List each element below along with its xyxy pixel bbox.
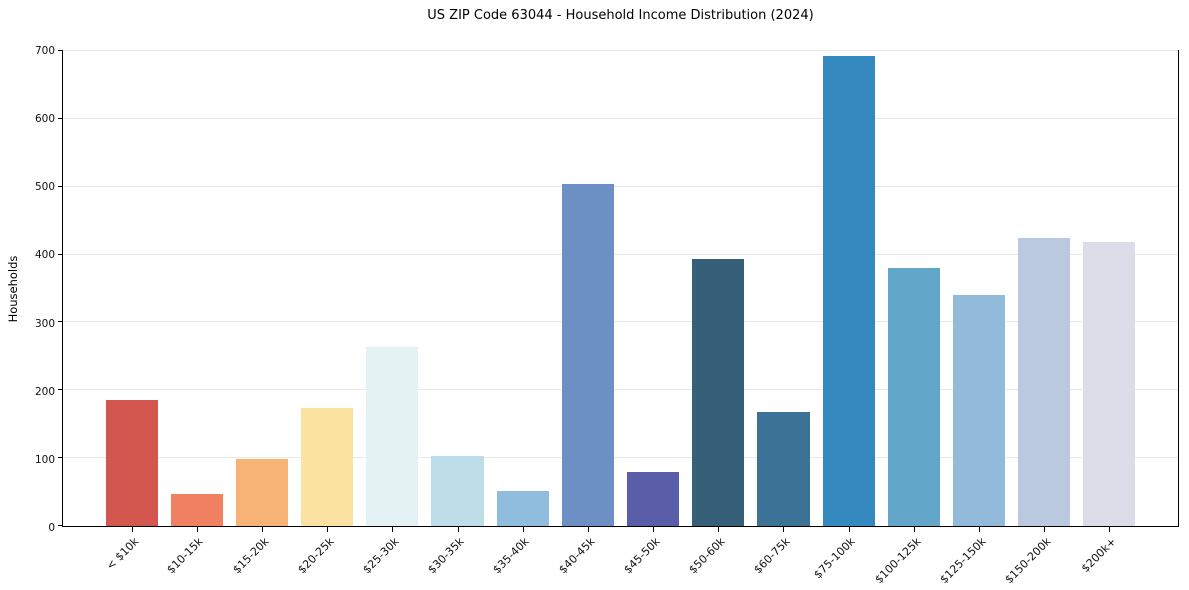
x-tick-mark <box>587 527 589 532</box>
y-tick-mark <box>58 50 62 51</box>
x-tick-label: $40-45k <box>555 535 598 577</box>
bar-50-60k <box>692 258 745 526</box>
x-tick-label: $15-20k <box>229 535 272 577</box>
x-tick-label: $60-75k <box>751 535 793 577</box>
bar-10-15k <box>170 494 223 526</box>
x-tick-label: $35-40k <box>490 535 532 577</box>
y-tick-label: 0 <box>48 522 55 534</box>
x-tick-label: < $10k <box>103 535 141 573</box>
x-tick-mark <box>783 527 785 532</box>
bar-45-50k <box>627 472 680 526</box>
bar-slot: $30-35k <box>425 51 490 576</box>
x-tick-mark <box>848 527 850 532</box>
bar-slot: $25-30k <box>360 51 425 576</box>
x-tick-label: $200k+ <box>1078 535 1119 576</box>
y-tick-mark <box>58 185 62 187</box>
bar-75-100k <box>822 55 875 526</box>
x-tick-mark <box>1044 527 1046 532</box>
x-tick-label: $100-125k <box>871 535 924 587</box>
bar-slot: < $10k <box>99 51 164 573</box>
gridline <box>63 117 1178 119</box>
gridline <box>63 253 1178 255</box>
bar-slot: $200k+ <box>1077 51 1142 575</box>
y-tick-label: 200 <box>34 385 55 398</box>
x-tick-mark <box>653 527 655 532</box>
bar-slot: $75-100k <box>812 51 881 581</box>
bar-slot: $50-60k <box>686 51 751 576</box>
x-tick-label: $30-35k <box>425 535 467 577</box>
x-tick-mark <box>261 527 263 532</box>
x-tick-label: $10-15k <box>164 535 206 577</box>
bar-15-20k <box>235 458 289 526</box>
bar-150-200k <box>1018 238 1071 526</box>
x-tick-mark <box>522 527 524 532</box>
x-tick-mark <box>457 527 459 532</box>
y-axis-label: Households <box>6 255 20 323</box>
bars-container: < $10k $10-15k $15-20k $20-25k $25-30k $30-35… <box>99 51 1142 586</box>
bar-slot: $15-20k <box>229 51 294 576</box>
plot-area: < $10k $10-15k $15-20k $20-25k $25-30k $30-35… <box>35 45 1179 586</box>
bar-60-75k <box>757 412 810 526</box>
bar-100-125k <box>887 268 940 526</box>
x-tick-mark <box>979 527 981 532</box>
y-tick-mark <box>58 117 62 119</box>
bar-slot: $20-25k <box>295 51 360 576</box>
y-tick-mark <box>58 321 62 323</box>
gridline <box>63 457 1178 459</box>
bar-200k <box>1083 242 1136 526</box>
x-tick-label: $45-50k <box>621 535 663 577</box>
gridline <box>63 321 1178 323</box>
x-tick-mark <box>1109 527 1111 532</box>
y-tick-mark <box>58 457 62 459</box>
x-tick-label: $150-200k <box>1002 535 1054 587</box>
x-tick-label: $75-100k <box>811 535 858 582</box>
gridline <box>63 50 1178 51</box>
x-tick-mark <box>392 527 394 532</box>
bar-slot: $60-75k <box>751 51 816 576</box>
bar-slot: $125-150k <box>937 51 1011 586</box>
y-tick-label: 500 <box>34 181 55 194</box>
y-tick-label: 100 <box>34 453 55 466</box>
x-tick-mark <box>913 527 915 532</box>
bar-slot: $40-45k <box>555 51 620 576</box>
bar-slot: $45-50k <box>621 51 686 576</box>
gridline <box>63 185 1178 187</box>
x-tick-mark <box>327 527 329 532</box>
x-tick-mark <box>718 527 720 532</box>
x-tick-label: $125-150k <box>937 535 989 587</box>
bar-35-40k <box>496 490 549 526</box>
gridline <box>63 389 1178 391</box>
y-tick-mark <box>58 253 62 255</box>
y-tick-label: 700 <box>34 45 55 57</box>
bar-slot: $35-40k <box>490 51 555 576</box>
x-tick-label: $25-30k <box>360 535 402 577</box>
bar-20-25k <box>301 407 354 526</box>
y-tick-label: 300 <box>34 317 55 330</box>
chart-title: US ZIP Code 63044 - Household Income Dis… <box>427 8 814 23</box>
x-tick-mark <box>131 527 133 532</box>
bar-125-150k <box>952 295 1006 526</box>
y-tick-mark <box>58 389 62 391</box>
bar-25-30k <box>366 346 419 526</box>
bar-slot: $150-200k <box>1002 51 1077 586</box>
y-tick-label: 400 <box>34 249 55 262</box>
x-tick-mark <box>196 527 198 532</box>
y-tick-mark <box>58 525 62 526</box>
bar-slot: $10-15k <box>164 51 229 576</box>
y-tick-label: 600 <box>34 113 55 126</box>
bar-10k <box>105 399 158 526</box>
x-tick-label: $20-25k <box>295 535 337 577</box>
bar-40-45k <box>561 184 614 526</box>
bar-slot: $100-125k <box>872 51 946 586</box>
x-tick-label: $50-60k <box>686 535 728 577</box>
bar-30-35k <box>431 456 484 526</box>
